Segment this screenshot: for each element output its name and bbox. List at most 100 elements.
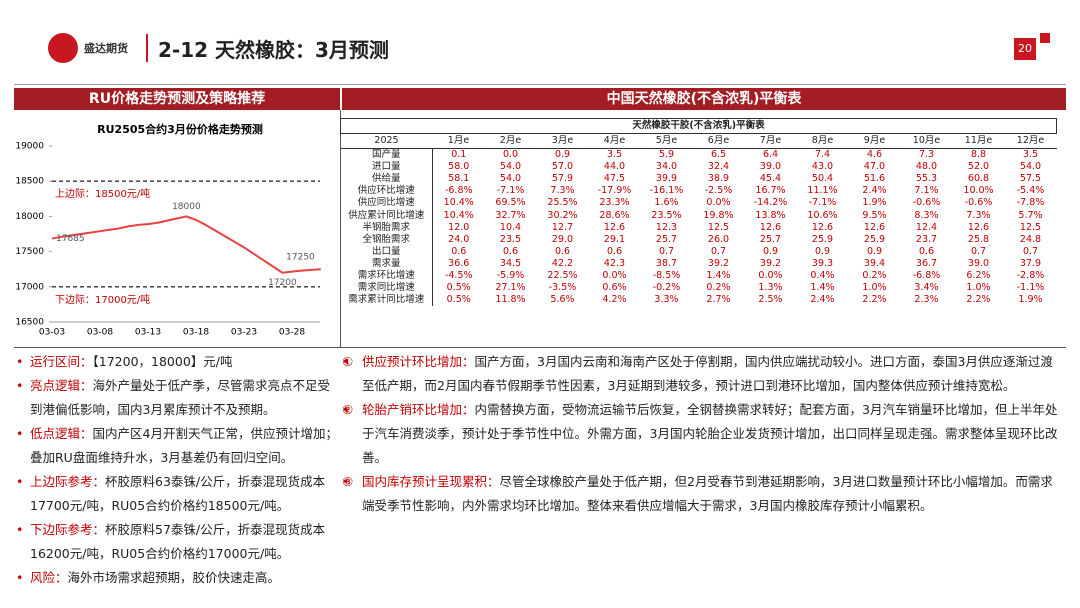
table-cell: 34.0 — [655, 161, 678, 173]
table-cell: 0.9 — [762, 245, 779, 257]
y-tick-label: 19000 — [15, 142, 44, 152]
table-cell: 2.4% — [810, 294, 835, 306]
header-cell: 10月e — [900, 133, 953, 149]
table-cell: 39.4 — [863, 257, 886, 269]
table-cell: -8.5% — [652, 269, 681, 281]
table-cell: 32.7% — [495, 209, 526, 221]
table-cell: 39.2 — [759, 257, 782, 269]
note-label: 国内库存预计呈现累积： — [362, 474, 500, 489]
table-cell: 25.9 — [811, 233, 834, 245]
data-label: 17250 — [286, 253, 315, 263]
bullet-label: 运行区间： — [30, 354, 93, 369]
table-cell: 0.7 — [658, 245, 675, 257]
table-cell: 23.7 — [915, 233, 938, 245]
bullet-text: 国内产区4月开割天气正常，供应预计增加；叠加RU盘面维持升水，3月基差仍有回归空… — [30, 426, 338, 465]
table-cell: 11.1% — [807, 185, 838, 197]
bullet-label: 上边际参考： — [30, 474, 106, 489]
table-cell: 8.8 — [970, 149, 987, 161]
y-tick-label: 18000 — [15, 212, 44, 222]
bullet: 亮点逻辑：海外产量处于低产季，尽管需求亮点不足受到港偏低影响，国内3月累库预计不… — [16, 374, 342, 422]
chart-title: RU2505合约3月份价格走势预测 — [97, 122, 263, 136]
table-cell: 0.5% — [446, 282, 471, 294]
table-cell: 5.9 — [658, 149, 675, 161]
note-label: 轮胎产销环比增加： — [362, 402, 475, 417]
table-cell: -7.8% — [1016, 197, 1045, 209]
table-cell: -3.5% — [548, 282, 577, 294]
table-cell: 1.4% — [810, 282, 835, 294]
rule — [14, 84, 1066, 85]
table-cell: 6.5 — [710, 149, 727, 161]
table-cell: 出口量 — [340, 245, 433, 258]
table-cell: 47.0 — [863, 161, 886, 173]
bullet: 运行区间：【17200，18000】元/吨 — [16, 350, 342, 374]
table-cell: 0.9 — [554, 149, 571, 161]
header-cell: 5月e — [640, 133, 693, 149]
table-cell: 4.2% — [602, 294, 627, 306]
table-cell: 2.2% — [966, 294, 991, 306]
bullet-text: 海外产量处于低产季，尽管需求亮点不足受到港偏低影响，国内3月累库预计不及预期。 — [30, 378, 331, 417]
table-cell: 24.8 — [1019, 233, 1042, 245]
header-cell: 3月e — [536, 133, 589, 149]
table-cell: 54.0 — [499, 173, 522, 185]
header-cell: 7月e — [744, 133, 797, 149]
table-cell: 23.5% — [651, 209, 682, 221]
table-title-row: 天然橡胶干胶(不含浓乳)平衡表 — [340, 118, 1057, 134]
table-cell: 25.7 — [759, 233, 782, 245]
table-cell: 36.6 — [448, 257, 470, 269]
table-cell: 50.4 — [811, 173, 834, 185]
table-row: 需求累计同比增速 0.5% 11.8% 5.6% 4.2% 3.3% 2.7% 2.5% 2.4… — [340, 294, 1057, 307]
header-cell: 11月e — [952, 133, 1005, 149]
note-label: 供应预计环比增加： — [362, 354, 475, 369]
table-row: 需求同比增速 0.5% 27.1% -3.5% 0.6% -0.2% 0.2% 1.3% 1.4… — [340, 282, 1057, 295]
table-cell: 1.0% — [966, 282, 991, 294]
table-cell: 7.4 — [814, 149, 831, 161]
divider — [146, 34, 148, 62]
table-row: 半钢胎需求 12.0 10.4 12.7 12.6 12.3 12.5 12.6 12.6 12.… — [340, 221, 1057, 234]
header-cell: 9月e — [848, 133, 901, 149]
table-cell: 32.4 — [707, 161, 730, 173]
table-cell: 8.3% — [914, 209, 939, 221]
x-tick-label: 03-03 — [39, 328, 65, 338]
table-cell: 29.0 — [551, 233, 574, 245]
table-cell: -14.2% — [753, 197, 788, 209]
x-tick-label: 03-08 — [87, 328, 113, 338]
table-cell: -0.6% — [964, 197, 993, 209]
header-cell: 2025 — [340, 133, 433, 149]
table-cell: 6.2% — [966, 269, 991, 281]
table-cell: 51.6 — [863, 173, 886, 185]
data-label: 17685 — [56, 234, 85, 244]
table-cell: 39.0 — [759, 161, 782, 173]
x-tick-label: 03-18 — [183, 328, 209, 338]
table-cell: 44.0 — [603, 161, 626, 173]
table-cell: 25.5% — [547, 197, 578, 209]
table-header-row: 2025 1月e 2月e 3月e 4月e 5月e 6月e 7月e 8月e 9月e 10月e 11月e 1… — [340, 133, 1057, 149]
table-cell: 69.5% — [495, 197, 526, 209]
table-cell: 1.4% — [706, 269, 731, 281]
table-cell: -2.5% — [704, 185, 733, 197]
table-cell: 进口量 — [340, 161, 433, 174]
table-row: 需求环比增速 -4.5% -5.9% 22.5% 0.0% -8.5% 1.4% 0.0% 0.… — [340, 269, 1057, 283]
table-cell: 22.5% — [547, 269, 578, 281]
table-cell: 54.0 — [1019, 161, 1042, 173]
table-cell: 58.0 — [448, 161, 470, 173]
table-cell: 11.8% — [495, 294, 526, 306]
header-cell: 12月e — [1004, 133, 1057, 149]
table-cell: 19.8% — [703, 209, 734, 221]
table-cell: 10.0% — [963, 185, 994, 197]
note-number: ③ — [342, 474, 354, 489]
bullet-text: 杯胶原料63泰铢/公斤，折泰混现货成本17700元/吨，RU05合约价格约185… — [30, 474, 326, 513]
table-cell: 25.8 — [967, 233, 990, 245]
table-cell: 10.6% — [807, 209, 838, 221]
table-cell: 16.7% — [755, 185, 786, 197]
reference-label: 下边际：17000元/吨 — [55, 293, 150, 306]
y-tick-label: 17000 — [15, 282, 44, 292]
bullets: 运行区间：【17200，18000】元/吨亮点逻辑：海外产量处于低产季，尽管需求… — [16, 350, 342, 590]
table-cell: 29.1 — [603, 233, 626, 245]
table-cell: 36.7 — [915, 257, 938, 269]
table-cell: 30.2% — [547, 209, 578, 221]
corner-square — [1040, 33, 1050, 43]
table-cell: 需求环比增速 — [340, 269, 433, 283]
table-cell: 57.5 — [1019, 173, 1042, 185]
table-cell: 4.6 — [866, 149, 883, 161]
table-cell: 37.9 — [1019, 257, 1042, 269]
